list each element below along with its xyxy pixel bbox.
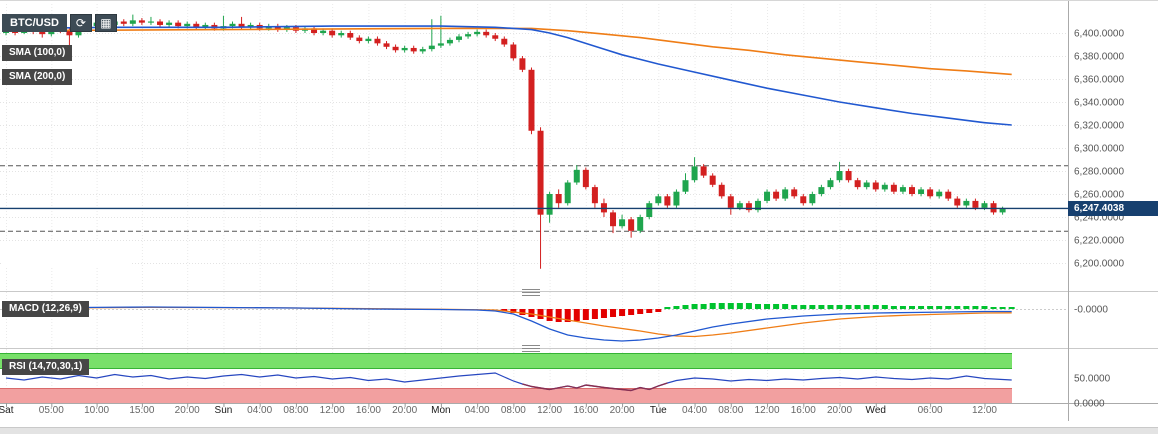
time-label: 16:00: [355, 405, 381, 416]
svg-text:6,380.0000: 6,380.0000: [1074, 52, 1124, 63]
svg-text:6,240.0000: 6,240.0000: [1074, 213, 1124, 224]
macd-line: [5, 306, 1012, 342]
time-label: 12:00: [971, 405, 997, 416]
sma100-line: [5, 25, 1012, 126]
time-label: 10:00: [84, 405, 110, 416]
macd-signal-line: [5, 306, 1012, 338]
time-label: 15:00: [129, 405, 155, 416]
time-label: Sun: [214, 405, 233, 416]
time-label: 20:00: [174, 405, 200, 416]
macd-panel-resize-handle[interactable]: [522, 289, 540, 296]
macd-badge[interactable]: MACD (12,26,9): [2, 301, 89, 317]
svg-text:6,300.0000: 6,300.0000: [1074, 144, 1124, 155]
bottom-scrollbar[interactable]: [0, 427, 1158, 434]
sma200-line: [5, 27, 1012, 76]
time-label: 06:00: [917, 405, 943, 416]
time-label: Sat: [0, 405, 14, 416]
svg-text:6,280.0000: 6,280.0000: [1074, 167, 1124, 178]
time-label: 16:00: [573, 405, 599, 416]
time-label: 08:00: [283, 405, 309, 416]
svg-text:0.0000: 0.0000: [1074, 399, 1105, 410]
time-label: Tue: [649, 405, 667, 416]
refresh-button[interactable]: ⟳: [69, 14, 92, 32]
toolbar: BTC/USD ⟳ ▦: [2, 14, 117, 32]
dashed-levels: [0, 165, 1068, 232]
time-label: 04:00: [464, 405, 490, 416]
time-label: 05:00: [38, 405, 64, 416]
time-label: 04:00: [682, 405, 708, 416]
svg-text:6,360.0000: 6,360.0000: [1074, 75, 1124, 86]
time-axis: Sat 05:00 10:00 15:00 20:00 Sun 04:00 08:00 12:0…: [0, 405, 1068, 421]
rsi-panel-resize-handle[interactable]: [522, 345, 540, 352]
time-label: 12:00: [537, 405, 563, 416]
axis-labels: 6,400.0000 6,380.0000 6,360.0000 6,340.0000…: [1074, 29, 1124, 410]
time-label: 04:00: [247, 405, 273, 416]
chart-canvas[interactable]: 6,400.0000 6,380.0000 6,360.0000 6,340.0000…: [0, 1, 1158, 423]
svg-text:6,200.0000: 6,200.0000: [1074, 259, 1124, 270]
svg-text:6,320.0000: 6,320.0000: [1074, 121, 1124, 132]
symbol-badge[interactable]: BTC/USD: [2, 14, 67, 32]
time-label: Wed: [865, 405, 886, 416]
time-label: 20:00: [609, 405, 635, 416]
time-label: 12:00: [319, 405, 345, 416]
snapshot-button[interactable]: ▦: [94, 14, 117, 32]
blank-overlay: [2, 241, 130, 268]
time-label: 12:00: [754, 405, 780, 416]
current-price-badge: 6,247.4038: [1068, 200, 1158, 216]
svg-text:6,260.0000: 6,260.0000: [1074, 190, 1124, 201]
time-label: 08:00: [500, 405, 526, 416]
rsi-badge[interactable]: RSI (14,70,30,1): [2, 359, 90, 375]
frame: [0, 1, 1158, 421]
svg-text:6,400.0000: 6,400.0000: [1074, 29, 1124, 40]
time-label: Mon: [431, 405, 451, 416]
time-label: 16:00: [790, 405, 816, 416]
time-label: 20:00: [827, 405, 853, 416]
rsi-line: [5, 372, 1012, 392]
svg-text:-0.0000: -0.0000: [1074, 305, 1108, 316]
time-label: 20:00: [392, 405, 418, 416]
candles-layer: [3, 14, 1006, 269]
svg-text:6,220.0000: 6,220.0000: [1074, 236, 1124, 247]
refresh-icon: ⟳: [75, 15, 86, 30]
macd-histogram: [501, 303, 1015, 322]
svg-text:50.0000: 50.0000: [1074, 374, 1111, 385]
sma100-badge[interactable]: SMA (100,0): [2, 45, 73, 61]
grid-layer: [0, 4, 1068, 403]
grid-icon: ▦: [100, 15, 112, 30]
rsi-bands: [0, 353, 1012, 403]
sma200-badge[interactable]: SMA (200,0): [2, 69, 73, 85]
time-label: 08:00: [718, 405, 744, 416]
svg-text:6,340.0000: 6,340.0000: [1074, 98, 1124, 109]
